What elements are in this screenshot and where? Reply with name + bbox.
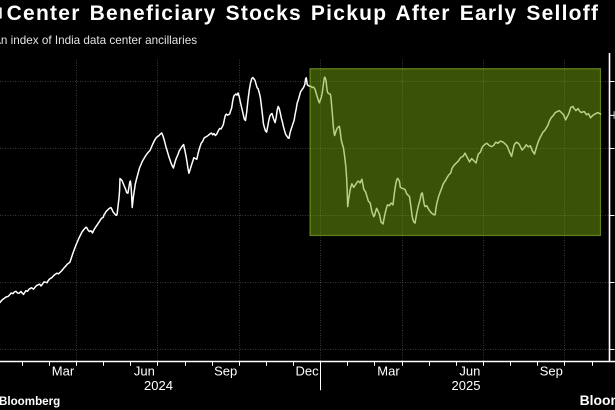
svg-text:Mar: Mar <box>52 363 75 378</box>
svg-text:2024: 2024 <box>144 378 173 393</box>
svg-text:Sep: Sep <box>540 363 563 378</box>
svg-text:Mar: Mar <box>377 363 400 378</box>
svg-text:Jun: Jun <box>459 363 480 378</box>
svg-text:Dec: Dec <box>296 363 320 378</box>
svg-text:2025: 2025 <box>452 378 481 393</box>
svg-text:Jun: Jun <box>134 363 155 378</box>
svg-text:Sep: Sep <box>214 363 237 378</box>
